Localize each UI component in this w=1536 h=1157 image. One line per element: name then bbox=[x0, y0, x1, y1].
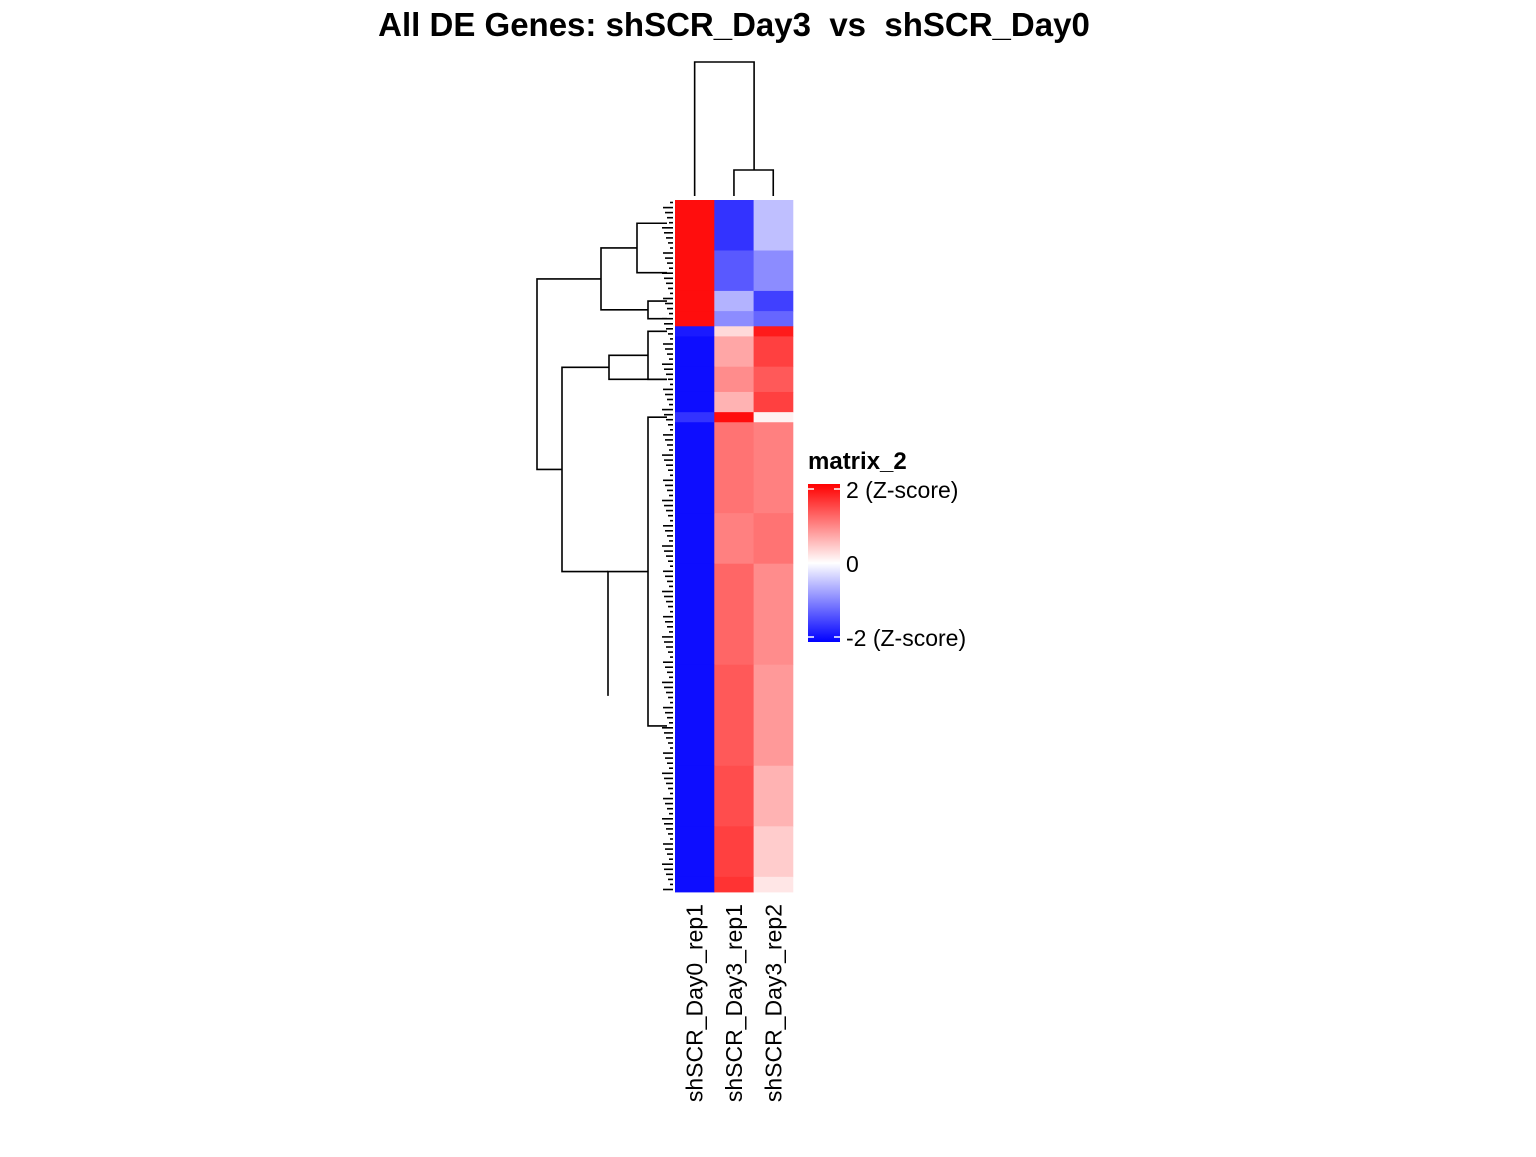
heatmap-cell bbox=[714, 422, 754, 514]
column-labels: shSCR_Day0_rep1 shSCR_Day3_rep1 shSCR_Day3… bbox=[682, 904, 787, 1102]
column-dendrogram-branch bbox=[693, 61, 755, 196]
heatmap-cell bbox=[675, 876, 715, 893]
heatmap-cell bbox=[753, 200, 794, 251]
heatmap-cell bbox=[753, 290, 794, 312]
legend-tick-mid: 0 bbox=[846, 551, 859, 577]
heatmap-cell bbox=[714, 326, 754, 337]
heatmap-cell bbox=[675, 250, 715, 292]
heatmap-cell bbox=[753, 250, 794, 292]
color-legend: matrix_2 2 (Z-score) 0 -2 (Z-score) bbox=[808, 448, 966, 651]
row-dendrogram-branch bbox=[608, 354, 667, 381]
heatmap-cell bbox=[753, 876, 794, 893]
row-dendrogram-branch bbox=[600, 247, 648, 311]
column-dendrogram-branch bbox=[733, 169, 775, 196]
row-dendrogram-branch bbox=[647, 300, 667, 320]
row-dendrogram-branch bbox=[536, 278, 601, 471]
chart-title: All DE Genes: shSCR_Day3 vs shSCR_Day0 bbox=[378, 6, 1090, 43]
heatmap-cell bbox=[753, 311, 794, 327]
row-dendrogram-branch bbox=[647, 330, 667, 381]
heatmap-cell bbox=[753, 664, 794, 767]
heatmap-cell bbox=[714, 826, 754, 878]
legend-title: matrix_2 bbox=[808, 448, 907, 475]
heatmap-cell bbox=[753, 336, 794, 368]
heatmap-cell bbox=[714, 513, 754, 565]
heatmap-cell bbox=[753, 326, 794, 337]
legend-tick-min: -2 (Z-score) bbox=[846, 625, 966, 651]
heatmap-cell bbox=[714, 765, 754, 827]
row-dendrogram-branch bbox=[607, 570, 648, 696]
heatmap-cell bbox=[714, 311, 754, 327]
heatmap-cell bbox=[675, 765, 715, 827]
heatmap-cell bbox=[714, 250, 754, 292]
row-dendrogram bbox=[536, 201, 673, 891]
column-label: shSCR_Day3_rep1 bbox=[721, 904, 747, 1102]
heatmap-cell bbox=[714, 412, 754, 423]
heatmap-cell bbox=[714, 366, 754, 393]
heatmap-cell bbox=[714, 290, 754, 312]
heatmap-cell bbox=[753, 826, 794, 878]
column-label: shSCR_Day0_rep1 bbox=[682, 904, 708, 1102]
heatmap-cell bbox=[714, 336, 754, 368]
column-dendrogram bbox=[693, 61, 775, 196]
heatmap-cell bbox=[753, 563, 794, 666]
heatmap-cell bbox=[675, 563, 715, 666]
heatmap-cell bbox=[714, 664, 754, 767]
heatmap-cell bbox=[675, 326, 715, 337]
heatmap-cell bbox=[753, 422, 794, 514]
heatmap-cell bbox=[675, 290, 715, 312]
column-label: shSCR_Day3_rep2 bbox=[760, 904, 786, 1102]
heatmap-cell bbox=[675, 336, 715, 368]
heatmap-cell bbox=[714, 563, 754, 666]
heatmap-cell bbox=[714, 200, 754, 251]
heatmap-cell bbox=[753, 765, 794, 827]
heatmap-cell bbox=[675, 826, 715, 878]
heatmap-cell bbox=[714, 391, 754, 413]
heatmap-cell bbox=[753, 412, 794, 423]
heatmap-cell bbox=[675, 200, 715, 251]
row-dendrogram-branch bbox=[636, 222, 667, 274]
heatmap-cells bbox=[675, 200, 794, 893]
heatmap-cell bbox=[753, 366, 794, 393]
row-dendrogram-branch bbox=[561, 366, 609, 573]
heatmap-cell bbox=[675, 311, 715, 327]
heatmap-cell bbox=[714, 876, 754, 893]
heatmap-cell bbox=[675, 412, 715, 423]
heatmap-cell bbox=[753, 513, 794, 565]
heatmap-cell bbox=[753, 391, 794, 413]
heatmap-cell bbox=[675, 664, 715, 767]
heatmap-cell bbox=[675, 513, 715, 565]
heatmap-cell bbox=[675, 422, 715, 514]
legend-tick-max: 2 (Z-score) bbox=[846, 477, 958, 503]
heatmap-cell bbox=[675, 391, 715, 413]
heatmap-cell bbox=[675, 366, 715, 393]
